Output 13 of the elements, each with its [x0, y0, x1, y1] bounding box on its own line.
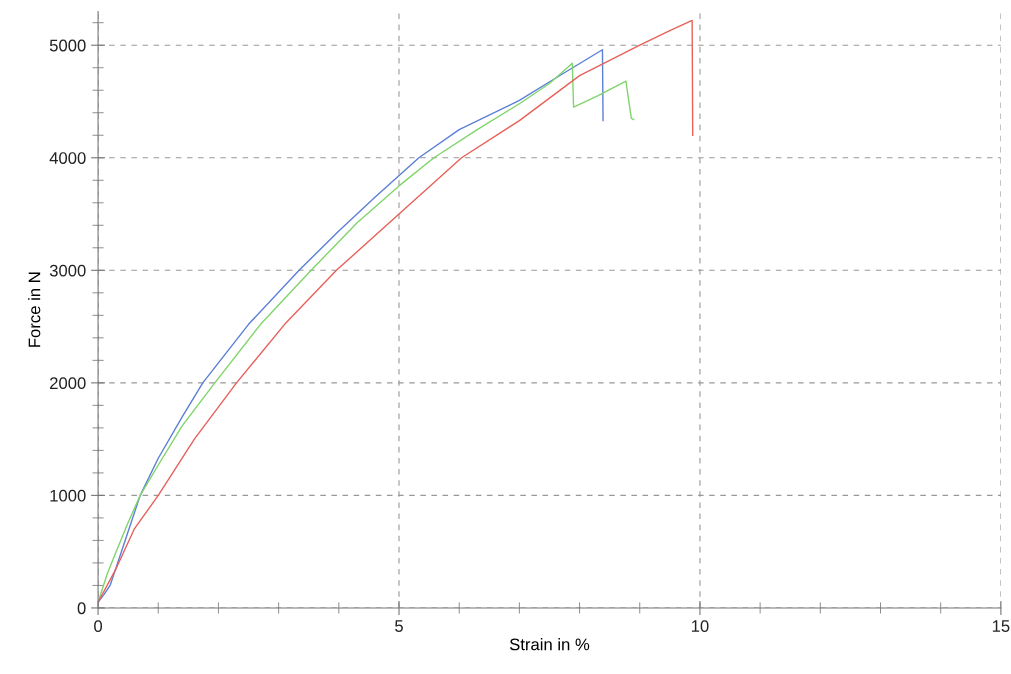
x-tick-label: 0 — [94, 620, 103, 632]
y-tick-label: 4000 — [49, 152, 86, 164]
y-tick-label: 3000 — [49, 264, 86, 277]
y-tick-label: 1000 — [50, 489, 86, 502]
x-axis-title: Strain in % — [509, 638, 590, 651]
y-tick-label: 2000 — [50, 377, 86, 390]
x-tick-label: 5 — [395, 620, 403, 632]
y-tick-label: 5000 — [49, 39, 86, 52]
y-tick-label: 0 — [77, 602, 86, 615]
y-axis-title: Force in N — [28, 272, 41, 347]
line-series — [98, 19, 694, 604]
x-tick-label: 15 — [992, 620, 1010, 632]
x-tick-label: 10 — [691, 620, 709, 632]
